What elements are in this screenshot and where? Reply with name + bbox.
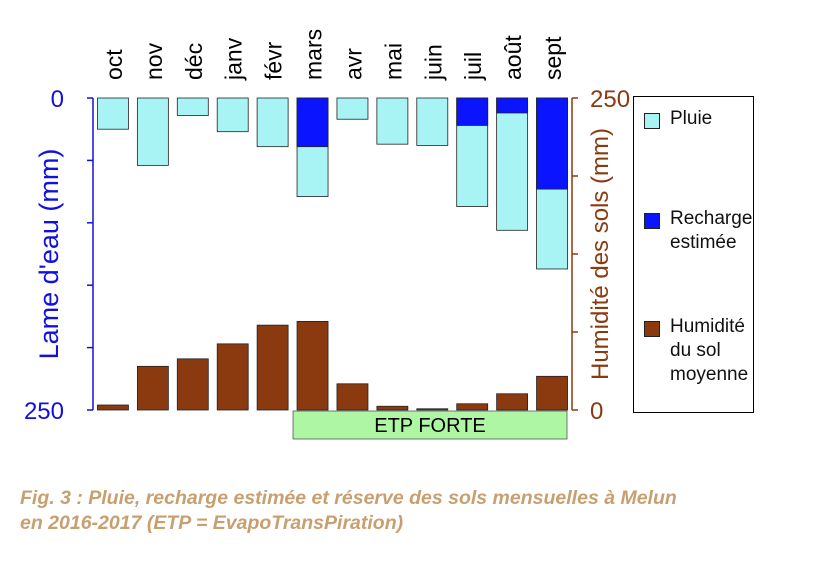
legend-label-humidite: Humidité du sol moyenne xyxy=(670,316,749,385)
legend-label-recharge: Recharge estimée xyxy=(670,208,753,253)
category-label-nov: nov xyxy=(141,42,167,80)
etp-forte-label: ETP FORTE xyxy=(374,415,486,437)
category-label-oct: oct xyxy=(101,49,127,80)
bar-recharge-sept xyxy=(536,97,568,190)
right-axis-label: Humidité des sols (mm) xyxy=(587,128,614,380)
bar-pluie-juin xyxy=(416,97,449,146)
bar-pluie-oct xyxy=(97,97,129,130)
left-axis-label: Lame d'eau (mm) xyxy=(34,149,64,360)
bar-pluie-fevr xyxy=(256,97,289,148)
left-axis-tick-label-bottom: 250 xyxy=(24,398,64,425)
legend-item-pluie: Pluie xyxy=(644,107,712,131)
bar-humidite-nov xyxy=(136,365,169,411)
legend-swatch-pluie xyxy=(644,113,660,129)
caption-line-2: en 2016-2017 (ETP = EvapoTransPiration) xyxy=(20,512,404,534)
category-label-mars: mars xyxy=(301,29,327,80)
chart: oct nov déc janv févr mars avr mai juin juil août s… xyxy=(24,29,630,440)
category-label-juin: juin xyxy=(420,44,446,81)
legend-label-pluie: Pluie xyxy=(670,108,713,129)
category-label-juil: juil xyxy=(460,52,486,81)
category-label-avr: avr xyxy=(340,48,366,80)
category-label-fevr: févr xyxy=(261,41,287,80)
category-label-janv: janv xyxy=(221,37,247,81)
right-axis-tick-label-top: 250 xyxy=(590,86,630,113)
category-label-dec: déc xyxy=(181,43,207,80)
bar-humidite-mars xyxy=(296,320,329,411)
legend-item-recharge: Recharge estimée xyxy=(644,207,752,255)
bar-humidite-janv xyxy=(216,343,249,411)
bar-recharge-juil xyxy=(456,97,489,126)
bar-pluie-aout xyxy=(496,97,529,231)
legend: Pluie Recharge estimée Humidité du sol m… xyxy=(633,96,754,413)
bar-humidite-dec xyxy=(176,358,209,411)
bar-recharge-aout xyxy=(496,97,529,114)
bar-humidite-sept xyxy=(536,375,568,411)
category-label-aout: août xyxy=(500,35,526,80)
bar-humidite-aout xyxy=(496,393,529,411)
right-axis-tick-label-bottom: 0 xyxy=(590,398,603,425)
caption-line-1: Fig. 3 : Pluie, recharge estimée et rése… xyxy=(20,487,677,509)
bar-pluie-avr xyxy=(336,97,369,120)
legend-item-humidite: Humidité du sol moyenne xyxy=(644,315,748,387)
bar-pluie-nov xyxy=(136,97,169,166)
legend-swatch-recharge xyxy=(644,213,660,229)
bar-recharge-mars xyxy=(296,97,329,148)
bar-humidite-oct xyxy=(97,404,129,411)
bar-humidite-mai xyxy=(376,405,409,411)
category-label-sept: sept xyxy=(540,36,566,80)
legend-swatch-humidite xyxy=(644,321,660,337)
bar-humidite-avr xyxy=(336,383,369,411)
category-label-mai: mai xyxy=(380,43,406,80)
bar-pluie-mai xyxy=(376,97,409,145)
bar-humidite-fevr xyxy=(256,324,289,411)
etp-forte-band xyxy=(292,410,568,440)
figure-caption: Fig. 3 : Pluie, recharge estimée et rése… xyxy=(20,486,810,536)
bar-pluie-janv xyxy=(216,97,249,133)
bar-humidite-juil xyxy=(456,403,489,411)
bar-pluie-dec xyxy=(176,97,209,116)
left-axis-tick-label-top: 0 xyxy=(51,86,64,113)
bar-humidite-juin xyxy=(416,408,449,411)
